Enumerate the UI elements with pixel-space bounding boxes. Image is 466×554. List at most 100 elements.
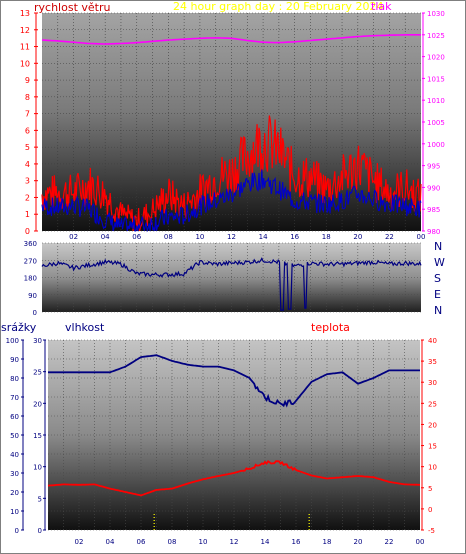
temperature-tick-label: 5 (428, 485, 432, 493)
compass-s: S (434, 272, 441, 285)
wind-x-tick-label: 16 (290, 233, 299, 241)
wind-tick-label: 3 (25, 177, 30, 186)
wind-tick-label: 2 (25, 193, 30, 202)
temperature-tick-label: -5 (428, 527, 435, 535)
temperature-tick-label: 30 (428, 379, 437, 387)
rain-tick-label: 0 (38, 527, 42, 535)
temperature-tick-label: 15 (428, 443, 437, 451)
wind-tick-label: 9 (25, 76, 30, 85)
wind-x-tick-label: 02 (69, 233, 78, 241)
pressure-tick-label: 1025 (427, 32, 445, 40)
humidity-x-tick-label: 10 (199, 538, 208, 546)
axis-ticks: 0123456789101112139809859909951000100510… (6, 9, 445, 546)
wind-tick-label: 12 (20, 26, 30, 35)
pressure-tick-label: 980 (427, 228, 440, 236)
humidity-x-tick-label: 20 (354, 538, 363, 546)
humidity-x-tick-label: 12 (230, 538, 239, 546)
wind-x-tick-label: 10 (195, 233, 204, 241)
direction-tick-label: 180 (24, 275, 37, 283)
wind-x-tick-label: 20 (353, 233, 362, 241)
humidity-x-tick-label: 18 (323, 538, 332, 546)
wind-x-tick-label: 14 (259, 233, 268, 241)
direction-tick-label: 360 (24, 240, 37, 248)
rain-mm-tick-label: 10 (10, 508, 19, 516)
humidity-x-tick-label: 00 (416, 538, 425, 546)
direction-tick-label: 0 (33, 309, 37, 317)
temperature-tick-label: 40 (428, 337, 437, 345)
humidity-axis-label: vlhkost (65, 321, 105, 334)
direction-tick-label: 90 (28, 292, 37, 300)
pressure-tick-label: 985 (427, 206, 440, 214)
rain-tick-label: 20 (33, 400, 42, 408)
pressure-tick-label: 1000 (427, 141, 445, 149)
humidity-x-tick-label: 06 (137, 538, 146, 546)
chart-title: 24 hour graph day : 20 February 2024 (173, 0, 384, 13)
rain-tick-label: 5 (38, 495, 42, 503)
wind-x-tick-label: 06 (132, 233, 141, 241)
wind-tick-label: 8 (25, 93, 30, 102)
rain-mm-tick-label: 70 (10, 394, 19, 402)
temperature-tick-label: 35 (428, 358, 437, 366)
humidity-x-tick-label: 02 (75, 538, 84, 546)
rain-mm-tick-label: 40 (10, 451, 19, 459)
wind-tick-label: 11 (20, 43, 30, 52)
pressure-tick-label: 1010 (427, 97, 445, 105)
compass-n-bottom: N (434, 304, 443, 317)
pressure-tick-label: 1015 (427, 75, 445, 83)
direction-grid (42, 242, 421, 313)
rain-tick-label: 25 (33, 369, 42, 377)
compass-w: W (434, 256, 445, 269)
wind-x-tick-label: 12 (227, 233, 236, 241)
humidity-x-tick-label: 16 (292, 538, 301, 546)
direction-series (41, 257, 422, 311)
wind-x-tick-label: 18 (322, 233, 331, 241)
rain-axis-label: srážky (1, 321, 37, 334)
temperature-axis-label: teplota (311, 321, 350, 334)
wind-series (41, 34, 422, 233)
pressure-axis-label: tlak (371, 0, 392, 13)
wind-axis-label: rychlost větru (34, 1, 110, 14)
humidity-x-tick-label: 22 (385, 538, 394, 546)
humidity-line (48, 354, 420, 408)
rain-mm-tick-label: 0 (15, 527, 19, 535)
wind-x-tick-label: 04 (101, 233, 110, 241)
wind-tick-label: 0 (25, 227, 30, 236)
humidity-x-tick-label: 04 (106, 538, 115, 546)
temperature-tick-label: 20 (428, 421, 437, 429)
wind-tick-label: 7 (25, 110, 30, 119)
wind-tick-label: 1 (25, 210, 30, 219)
rain-tick-label: 10 (33, 464, 42, 472)
humidity-x-tick-label: 08 (168, 538, 177, 546)
humidity-x-tick-label: 14 (261, 538, 270, 546)
wind-tick-label: 13 (20, 9, 30, 18)
rain-tick-label: 30 (33, 337, 42, 345)
pressure-line (41, 34, 421, 45)
wind-x-tick-label: 00 (417, 233, 426, 241)
wind-tick-label: 4 (25, 160, 30, 169)
rain-mm-tick-label: 50 (10, 432, 19, 440)
wind-tick-label: 10 (20, 59, 30, 68)
pressure-tick-label: 990 (427, 184, 440, 192)
wind-tick-label: 6 (25, 126, 30, 135)
pressure-tick-label: 1005 (427, 119, 445, 127)
temperature-tick-label: 10 (428, 464, 437, 472)
compass-e: E (434, 288, 441, 301)
temperature-line (47, 460, 420, 497)
wind-x-tick-label: 22 (385, 233, 394, 241)
wind-speed-line (41, 115, 422, 232)
rain-mm-tick-label: 30 (10, 470, 19, 478)
pressure-tick-label: 995 (427, 163, 440, 171)
temperature-tick-label: 0 (428, 506, 432, 514)
temperature-tick-label: 25 (428, 400, 437, 408)
rain-tick-label: 15 (33, 432, 42, 440)
humidity-series (47, 354, 420, 530)
compass-n-top: N (434, 240, 443, 253)
direction-tick-label: 270 (24, 257, 37, 265)
pressure-tick-label: 1020 (427, 54, 445, 62)
rain-mm-tick-label: 80 (10, 375, 19, 383)
wind-tick-label: 5 (25, 143, 30, 152)
rain-mm-tick-label: 90 (10, 356, 19, 364)
wind-x-tick-label: 08 (164, 233, 173, 241)
pressure-tick-label: 1030 (427, 10, 445, 18)
